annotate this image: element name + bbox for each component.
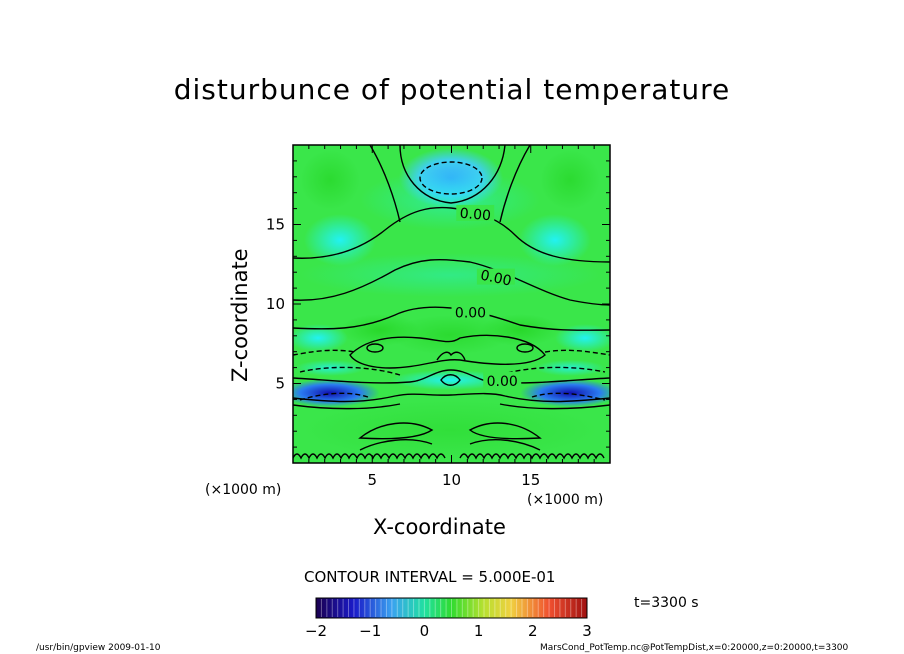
colorbar-tick-label: 3 (582, 622, 592, 640)
contour-label-bg (451, 303, 490, 320)
contour-label-bg (456, 204, 495, 221)
contour-label-bg (483, 371, 522, 388)
contour-labels: 0.00 0.00 0.00 0.00 (451, 204, 522, 390)
x-tick-label: 10 (442, 471, 461, 489)
y-tick-label: 5 (275, 375, 285, 393)
contour-label: 0.00 (479, 267, 513, 289)
x-unit-label: (×1000 m) (205, 482, 282, 498)
x-tick-label: 5 (367, 471, 377, 489)
colorbar: −2 −1 0 1 2 3 (305, 597, 592, 640)
x-tick-label: 15 (521, 471, 540, 489)
contour-label: 0.00 (455, 306, 486, 322)
time-label: t=3300 s (634, 595, 699, 611)
z-unit-label: (×1000 m) (527, 492, 604, 508)
colorbar-tick-label: −2 (305, 622, 327, 640)
colorbar-tick-label: −1 (359, 622, 381, 640)
contour-label: 0.00 (487, 374, 518, 390)
footer-right: MarsCond_PotTemp.nc@PotTempDist,x=0:2000… (540, 643, 849, 653)
colorbar-tick-label: 0 (420, 622, 430, 640)
chart-title: disturbunce of potential temperature (173, 73, 731, 106)
axis-ticks: 5 10 15 5 10 15 (266, 145, 610, 489)
y-tick-label: 10 (266, 295, 285, 313)
contour-interval-label: CONTOUR INTERVAL = 5.000E-01 (304, 568, 556, 586)
contour-label: 0.00 (459, 206, 491, 225)
contour-field (293, 145, 610, 463)
x-axis-label: X-coordinate (373, 515, 506, 539)
y-axis-label: Z-coordinate (228, 248, 252, 382)
contour-label-bg (476, 268, 515, 285)
footer-left: /usr/bin/gpview 2009-01-10 (36, 643, 161, 653)
colorbar-tick-label: 1 (474, 622, 484, 640)
y-tick-label: 15 (266, 216, 285, 234)
colorbar-tick-label: 2 (528, 622, 538, 640)
